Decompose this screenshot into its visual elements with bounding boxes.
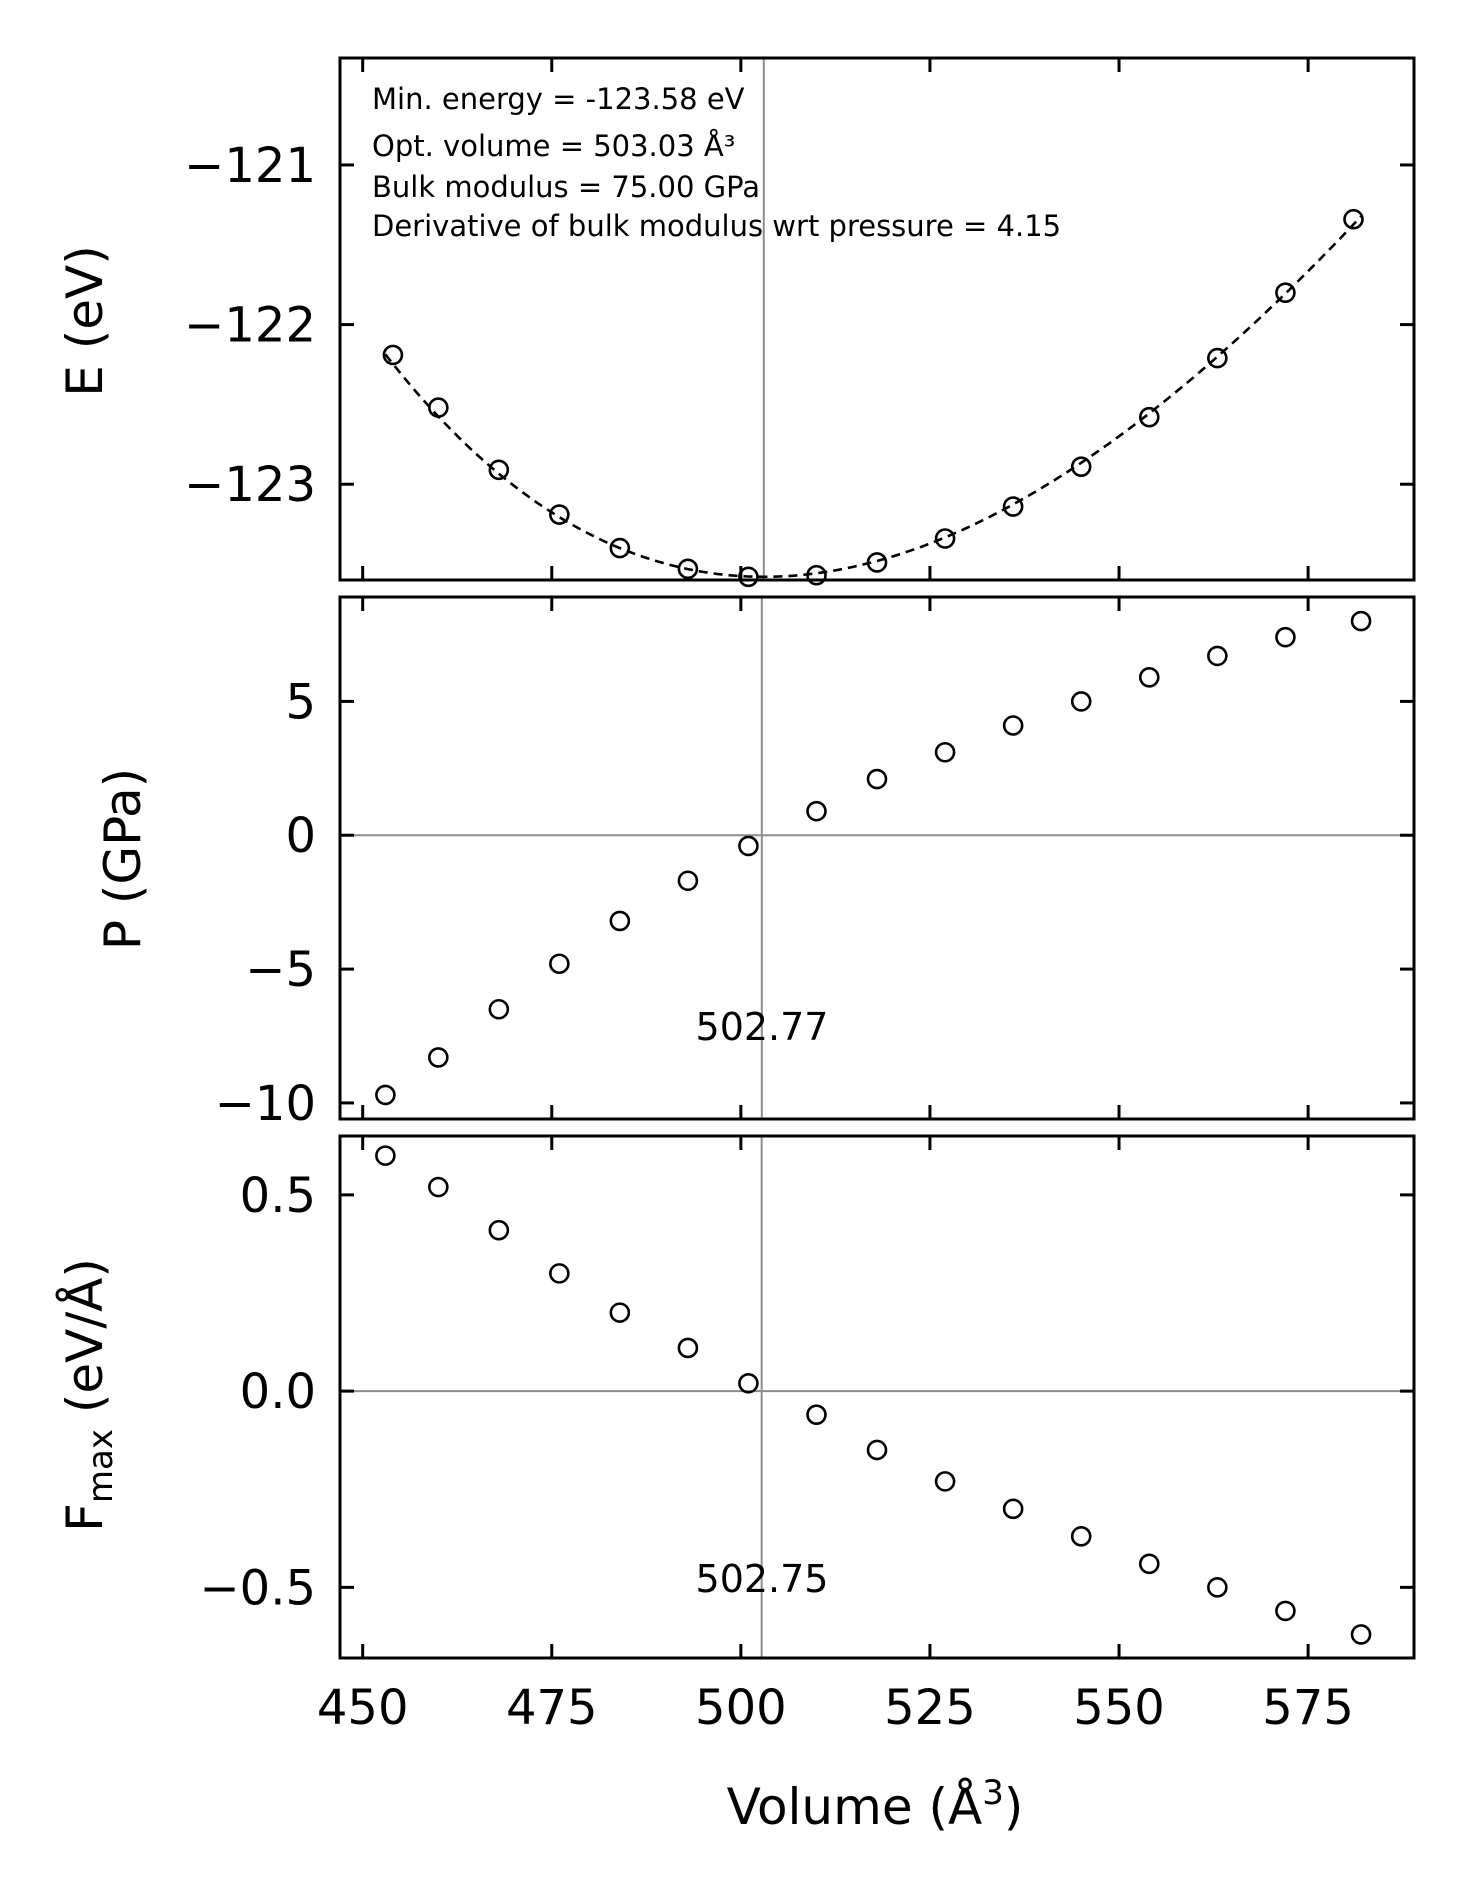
opt-volume-annotation: Opt. volume = 503.03 Å³: [372, 129, 735, 163]
plot-frame: [338, 56, 1416, 582]
data-point: [866, 768, 888, 790]
fit-curve: [384, 215, 1363, 579]
data-point: [609, 910, 631, 932]
pressure-vline-label: 502.77: [696, 1005, 829, 1049]
data-point: [1275, 626, 1296, 648]
data-point: [549, 1263, 570, 1284]
data-point: [1207, 1577, 1228, 1598]
y-tick-label: 5: [285, 674, 316, 730]
data-point: [1350, 610, 1372, 632]
energy-y-axis-label: E (eV): [56, 245, 114, 396]
data-point: [428, 1047, 449, 1068]
y-tick-label: 0.0: [240, 1364, 316, 1420]
data-point: [382, 344, 404, 366]
data-point: [488, 998, 510, 1020]
data-point: [375, 1084, 396, 1106]
data-point: [428, 1176, 449, 1198]
x-tick-label: 525: [884, 1680, 976, 1736]
x-tick-label: 500: [695, 1680, 787, 1736]
data-point: [738, 835, 759, 857]
data-point: [866, 1439, 888, 1461]
data-point: [934, 1471, 956, 1492]
x-label-close: ): [1004, 1778, 1024, 1836]
x-tick-label: 450: [317, 1680, 409, 1736]
data-point: [934, 528, 956, 549]
data-point: [549, 504, 570, 525]
x-tick-label: 575: [1262, 1680, 1354, 1736]
y-tick-label: −121: [184, 138, 316, 194]
data-point: [1002, 715, 1024, 736]
data-point: [1138, 667, 1160, 688]
fmax-label-sub: max: [81, 1429, 121, 1503]
fmax-label-main: F: [56, 1503, 114, 1532]
plot-frame: [338, 595, 1416, 1121]
data-point: [806, 1404, 827, 1425]
data-point: [1070, 456, 1092, 477]
data-point: [1275, 1600, 1296, 1622]
y-tick-label: 0: [285, 808, 316, 864]
data-point: [1275, 282, 1296, 303]
x-axis-label: Volume (Å3): [727, 1773, 1024, 1836]
data-point: [806, 564, 827, 586]
bulk-modulus-derivative-annotation: Derivative of bulk modulus wrt pressure …: [372, 209, 1061, 243]
fmax-y-axis-label: Fmax (eV/Å): [56, 1258, 121, 1532]
data-point: [1207, 645, 1228, 667]
bulk-modulus-annotation: Bulk modulus = 75.00 GPa: [372, 170, 760, 204]
data-point: [1070, 1526, 1092, 1547]
plot-frame: [338, 1134, 1416, 1660]
x-label-main: Volume (Å: [727, 1778, 983, 1836]
data-point: [1343, 208, 1364, 230]
x-label-sup: 3: [982, 1773, 1004, 1813]
data-point: [488, 459, 510, 481]
data-point: [738, 1372, 759, 1394]
y-tick-label: −123: [184, 457, 316, 513]
data-point: [1002, 1498, 1024, 1520]
data-point: [1138, 1553, 1160, 1575]
y-tick-label: −0.5: [199, 1560, 316, 1616]
data-point: [609, 537, 631, 559]
fmax-label-rest: (eV/Å): [56, 1258, 114, 1429]
min-energy-annotation: Min. energy = -123.58 eV: [372, 82, 745, 116]
data-point: [806, 800, 827, 822]
y-tick-label: 0.5: [240, 1168, 316, 1224]
pressure-y-axis-label: P (GPa): [94, 768, 152, 950]
data-point: [549, 953, 570, 975]
data-point: [1207, 347, 1228, 369]
data-point: [1002, 496, 1024, 517]
energy-panel: E (eV) −121 −122 −123 Min. energy = -123.58…: [56, 56, 1416, 588]
data-point: [428, 397, 449, 418]
y-tick-label: −10: [215, 1076, 316, 1132]
data-point: [677, 558, 699, 580]
opt-volume-text: Opt. volume = 503.03 Å³: [372, 129, 735, 163]
data-point: [488, 1219, 510, 1241]
x-tick-label: 475: [506, 1680, 598, 1736]
y-tick-label: −5: [245, 942, 316, 998]
data-point: [866, 552, 888, 573]
y-tick-label: −122: [184, 298, 316, 354]
fmax-vline-label: 502.75: [696, 1557, 829, 1601]
data-point: [375, 1145, 396, 1166]
data-point: [677, 870, 699, 892]
fmax-panel: Fmax (eV/Å) Volume (Å3) 0.5 0.0 −0.5 450 475…: [56, 1134, 1416, 1836]
data-point: [1350, 1624, 1372, 1645]
pressure-panel: P (GPa) 5 0 −5 −10 502.77: [94, 595, 1416, 1132]
data-point: [609, 1302, 631, 1323]
data-point: [677, 1337, 699, 1359]
data-point: [1138, 406, 1160, 428]
data-point: [1070, 691, 1092, 712]
x-tick-label: 550: [1073, 1680, 1165, 1736]
data-point: [934, 741, 956, 763]
